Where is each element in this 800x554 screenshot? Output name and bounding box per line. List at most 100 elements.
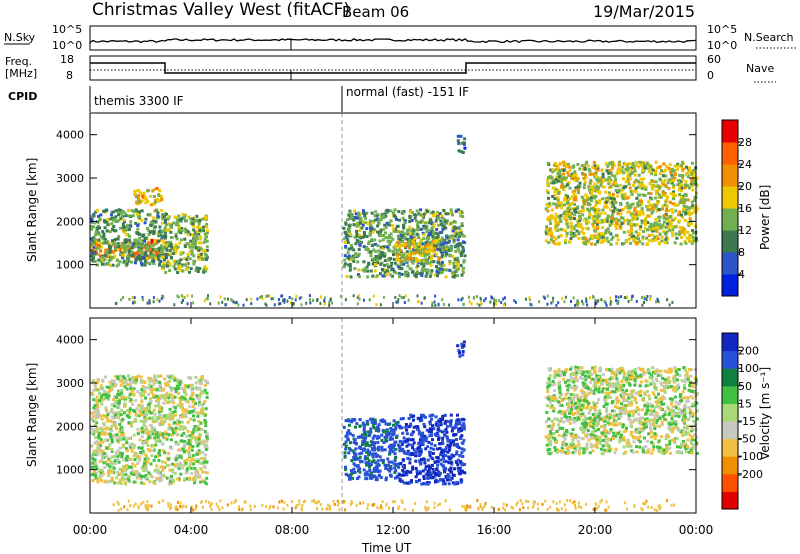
echo-cell	[190, 383, 194, 387]
echo-cell	[350, 420, 354, 424]
echo-cell	[331, 301, 333, 305]
echo-cell	[165, 437, 169, 441]
echo-cell	[204, 235, 208, 239]
echo-cell	[422, 247, 426, 251]
echo-cell	[188, 442, 192, 446]
echo-cell	[604, 178, 608, 182]
echo-cell	[409, 240, 412, 244]
echo-cell	[181, 415, 185, 419]
echo-cell	[172, 259, 176, 263]
echo-cell	[158, 251, 162, 255]
echo-cell	[107, 397, 111, 401]
echo-cell	[618, 209, 622, 213]
echo-cell	[348, 475, 352, 479]
echo-cell	[617, 218, 621, 222]
echo-cell	[434, 252, 438, 256]
echo-cell	[179, 415, 182, 419]
echo-cell	[454, 460, 458, 464]
echo-cell	[90, 254, 94, 258]
echo-cell	[430, 269, 434, 273]
echo-cell	[122, 296, 125, 299]
echo-cell	[593, 229, 597, 233]
echo-cell	[323, 300, 326, 304]
echo-cell	[372, 248, 376, 252]
echo-cell	[158, 479, 162, 483]
echo-cell	[143, 197, 147, 201]
echo-cell	[361, 223, 365, 227]
echo-cell	[198, 219, 202, 223]
echo-cell	[165, 391, 169, 395]
echo-cell	[554, 228, 558, 232]
echo-cell	[178, 241, 182, 245]
echo-cell	[439, 219, 443, 223]
echo-cell	[199, 254, 203, 258]
echo-cell	[203, 388, 207, 392]
echo-cell	[457, 141, 461, 145]
echo-cell	[108, 250, 112, 254]
echo-cell	[627, 219, 631, 223]
echo-cell	[495, 302, 498, 306]
echo-cell	[392, 257, 396, 261]
echo-cell	[591, 188, 595, 192]
echo-cell	[549, 238, 553, 242]
echo-cell	[574, 196, 578, 200]
echo-cell	[545, 227, 548, 231]
echo-cell	[538, 300, 541, 304]
echo-cell	[427, 252, 431, 256]
echo-cell	[583, 183, 587, 186]
echo-cell	[602, 178, 606, 182]
echo-cell	[92, 212, 96, 216]
echo-cell	[300, 303, 303, 307]
echo-cell	[580, 205, 584, 209]
echo-cell	[221, 300, 224, 304]
echo-cell	[159, 465, 163, 469]
echo-cell	[199, 421, 203, 425]
echo-cell	[188, 446, 191, 450]
echo-cell	[431, 240, 435, 244]
echo-cell	[459, 141, 463, 145]
echo-cell	[120, 241, 124, 245]
echo-cell	[94, 414, 97, 418]
echo-cell	[366, 222, 370, 225]
echo-cell	[435, 227, 439, 231]
echo-cell	[103, 415, 107, 419]
echo-cell	[546, 205, 550, 208]
echo-cell	[99, 384, 103, 388]
echo-cell	[384, 476, 388, 480]
echo-cell	[160, 297, 163, 301]
echo-cell	[656, 237, 660, 241]
echo-cell	[663, 232, 667, 235]
echo-cell	[591, 222, 595, 226]
echo-cell	[442, 224, 446, 228]
echo-cell	[629, 229, 633, 233]
echo-cell	[651, 203, 655, 207]
echo-cell	[695, 176, 699, 180]
echo-cell	[165, 401, 169, 405]
echo-cell	[427, 228, 431, 232]
echo-cell	[189, 417, 193, 421]
echo-cell	[395, 251, 399, 255]
echo-cell	[653, 224, 657, 228]
echo-cell	[383, 263, 387, 267]
echo-cell	[183, 296, 186, 299]
echo-cell	[671, 228, 675, 232]
echo-cell	[392, 253, 395, 257]
echo-cell	[451, 213, 454, 217]
echo-cell	[188, 249, 192, 253]
cpid-segment-1: themis 3300 IF	[94, 94, 184, 108]
echo-cell	[198, 395, 202, 398]
echo-cell	[604, 231, 608, 235]
echo-cell	[366, 422, 370, 426]
echo-cell	[192, 475, 196, 479]
echo-cell	[422, 224, 426, 228]
echo-cell	[202, 229, 205, 232]
echo-cell	[376, 230, 380, 234]
echo-cell	[452, 261, 456, 265]
echo-cell	[558, 170, 562, 174]
echo-cell	[576, 185, 580, 189]
echo-cell	[142, 413, 146, 417]
echo-cell	[619, 212, 623, 216]
echo-cell	[582, 186, 586, 190]
echo-cell	[149, 221, 153, 224]
echo-cell	[112, 398, 116, 401]
